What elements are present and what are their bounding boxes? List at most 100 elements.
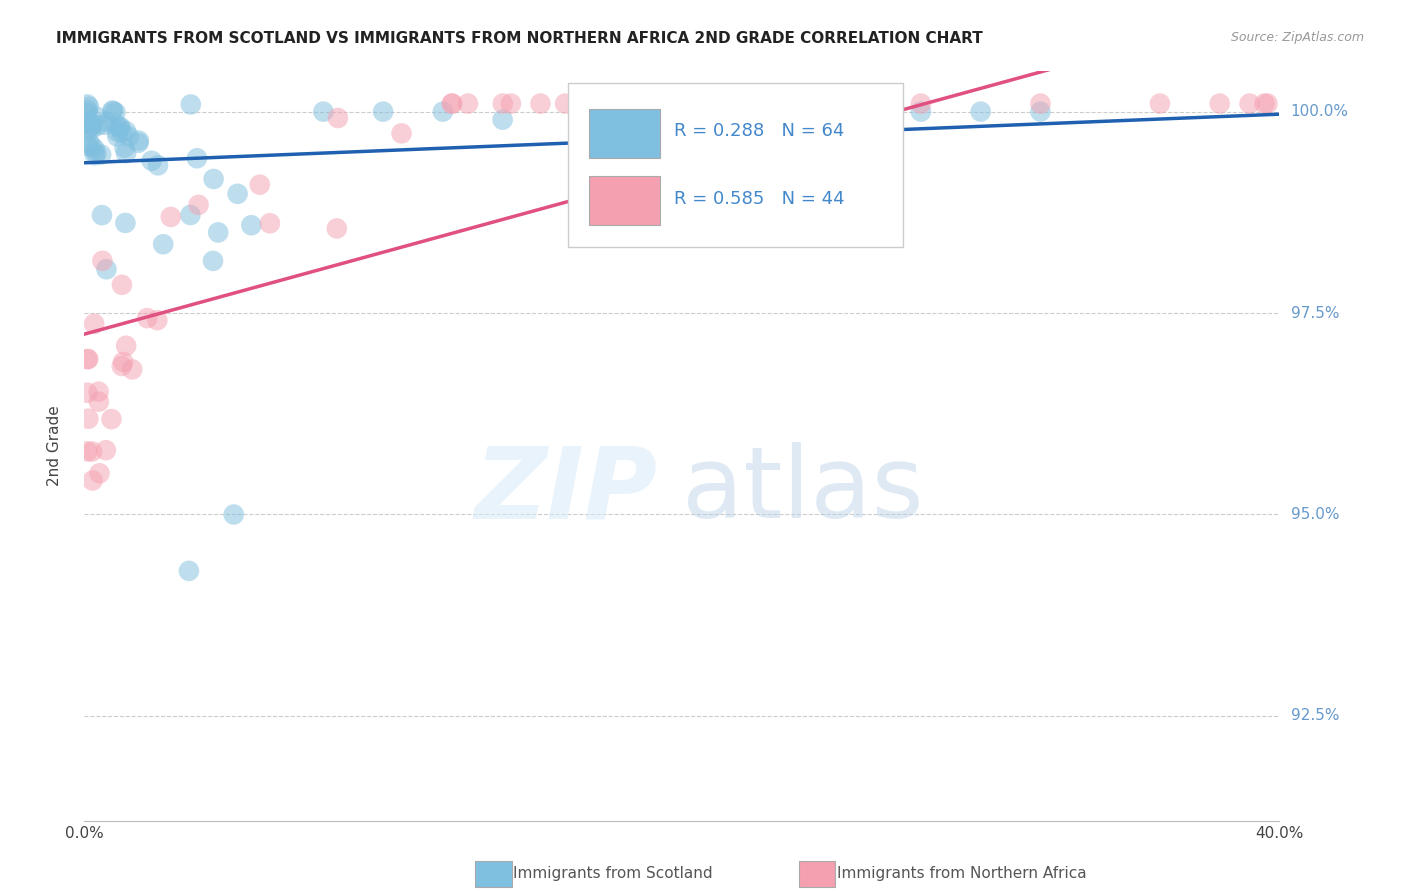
- Point: [114, 140, 136, 154]
- Point: [83, 317, 105, 331]
- Point: [76, 115, 98, 129]
- Point: [226, 186, 249, 201]
- Text: 92.5%: 92.5%: [1291, 708, 1339, 723]
- Point: [80, 119, 103, 133]
- Point: [970, 104, 993, 119]
- Point: [790, 96, 813, 111]
- Point: [91, 208, 114, 222]
- Text: IMMIGRANTS FROM SCOTLAND VS IMMIGRANTS FROM NORTHERN AFRICA 2ND GRADE CORRELATIO: IMMIGRANTS FROM SCOTLAND VS IMMIGRANTS F…: [56, 31, 983, 46]
- Point: [1239, 96, 1261, 111]
- Point: [159, 210, 181, 224]
- Point: [440, 96, 463, 111]
- Point: [240, 219, 263, 233]
- Point: [86, 110, 108, 124]
- Point: [499, 96, 522, 111]
- Point: [111, 126, 134, 140]
- Point: [1257, 96, 1279, 111]
- Point: [80, 139, 103, 153]
- Point: [76, 124, 98, 138]
- Point: [96, 114, 118, 128]
- Text: R = 0.585   N = 44: R = 0.585 N = 44: [673, 190, 844, 208]
- Text: 95.0%: 95.0%: [1291, 507, 1339, 522]
- Point: [128, 134, 150, 148]
- Point: [457, 96, 479, 111]
- Point: [259, 216, 281, 230]
- Text: 2nd Grade: 2nd Grade: [46, 406, 62, 486]
- Point: [326, 111, 349, 125]
- Point: [82, 474, 104, 488]
- Point: [492, 112, 515, 127]
- Text: ZIP: ZIP: [475, 442, 658, 540]
- Text: atlas: atlas: [682, 442, 924, 540]
- Point: [1149, 96, 1171, 111]
- Point: [80, 122, 103, 136]
- Point: [492, 96, 515, 111]
- Point: [1253, 96, 1275, 111]
- Point: [94, 443, 117, 458]
- Point: [111, 277, 134, 292]
- Point: [146, 313, 169, 327]
- Point: [115, 124, 138, 138]
- Point: [1209, 96, 1232, 111]
- Point: [93, 118, 115, 132]
- Point: [101, 104, 124, 119]
- Point: [207, 226, 229, 240]
- FancyBboxPatch shape: [589, 177, 661, 225]
- Point: [86, 119, 108, 133]
- Point: [141, 153, 163, 168]
- Point: [910, 104, 932, 119]
- Point: [910, 96, 932, 111]
- Point: [87, 384, 110, 399]
- FancyBboxPatch shape: [589, 109, 661, 158]
- Point: [326, 221, 349, 235]
- Point: [1029, 104, 1052, 119]
- Point: [249, 178, 271, 192]
- Point: [104, 105, 127, 120]
- Point: [89, 467, 111, 481]
- Point: [80, 444, 103, 458]
- Point: [152, 237, 174, 252]
- Point: [84, 148, 107, 162]
- Point: [105, 129, 128, 144]
- Point: [86, 146, 108, 161]
- Point: [441, 96, 464, 111]
- Point: [76, 444, 98, 458]
- Point: [391, 126, 413, 140]
- Point: [77, 135, 100, 149]
- Point: [90, 147, 112, 161]
- Text: Source: ZipAtlas.com: Source: ZipAtlas.com: [1230, 31, 1364, 45]
- Point: [187, 198, 209, 212]
- Point: [100, 412, 122, 426]
- Point: [76, 115, 98, 129]
- Point: [112, 355, 135, 369]
- Point: [851, 104, 873, 119]
- Point: [432, 104, 454, 119]
- Point: [108, 120, 131, 135]
- Point: [373, 104, 395, 119]
- Point: [179, 208, 201, 222]
- Point: [87, 394, 110, 409]
- Text: 100.0%: 100.0%: [1291, 104, 1348, 120]
- Point: [790, 104, 813, 119]
- Point: [202, 172, 225, 186]
- Point: [76, 106, 98, 120]
- Point: [731, 104, 754, 119]
- Point: [111, 359, 134, 373]
- Point: [201, 253, 224, 268]
- Point: [554, 96, 576, 111]
- Point: [115, 339, 138, 353]
- Point: [186, 151, 208, 165]
- Point: [105, 125, 128, 139]
- Point: [104, 118, 127, 132]
- Point: [671, 96, 693, 111]
- Point: [128, 136, 150, 150]
- Point: [80, 118, 103, 132]
- Point: [177, 564, 200, 578]
- FancyBboxPatch shape: [568, 83, 903, 247]
- Point: [77, 411, 100, 425]
- Point: [101, 103, 124, 118]
- Text: 97.5%: 97.5%: [1291, 306, 1339, 320]
- Point: [222, 508, 245, 522]
- Point: [114, 216, 136, 230]
- Point: [110, 120, 132, 134]
